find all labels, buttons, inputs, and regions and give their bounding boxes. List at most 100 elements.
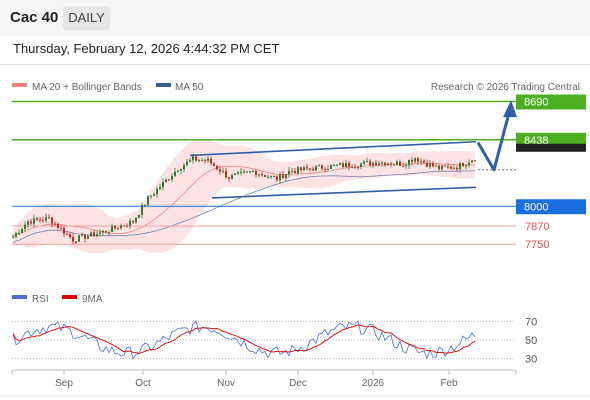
candle-body bbox=[75, 241, 77, 243]
level-label-7750: 7750 bbox=[525, 239, 549, 251]
candle-body bbox=[57, 223, 59, 228]
candle-body bbox=[408, 159, 410, 166]
candle-body bbox=[321, 165, 323, 169]
candle-body bbox=[51, 217, 53, 224]
candle-body bbox=[429, 163, 431, 167]
candle-body bbox=[297, 167, 299, 174]
candle-body bbox=[183, 165, 185, 170]
timestamp: Thursday, February 12, 2026 4:44:32 PM C… bbox=[13, 41, 280, 56]
candle-body bbox=[54, 223, 56, 225]
candle-body bbox=[273, 175, 275, 177]
candle-body bbox=[345, 163, 347, 167]
candle-body bbox=[270, 175, 272, 177]
candle-body bbox=[87, 236, 89, 239]
last-price-marker bbox=[516, 143, 586, 152]
candle-body bbox=[375, 162, 377, 166]
candle-body bbox=[243, 171, 245, 173]
candle-body bbox=[207, 158, 209, 161]
credit-text: Research © 2026 Trading Central bbox=[431, 82, 580, 93]
candle-body bbox=[390, 163, 392, 165]
candle-body bbox=[114, 225, 116, 229]
candle-body bbox=[252, 171, 254, 173]
candle-body bbox=[129, 220, 131, 226]
level-label-8690: 8690 bbox=[524, 97, 548, 109]
bollinger-legend-swatch bbox=[12, 83, 27, 87]
candle-body bbox=[282, 174, 284, 179]
candle-body bbox=[213, 163, 215, 166]
candle-body bbox=[447, 166, 449, 168]
candle-body bbox=[120, 225, 122, 229]
candle-body bbox=[378, 163, 380, 166]
rsi-line bbox=[12, 320, 476, 360]
candle-body bbox=[24, 224, 26, 230]
candle-body bbox=[405, 165, 407, 167]
candle-body bbox=[420, 160, 422, 162]
candle-body bbox=[411, 159, 413, 162]
candle-body bbox=[336, 164, 338, 166]
trend-channel bbox=[189, 140, 516, 199]
candle-body bbox=[288, 170, 290, 175]
candle-body bbox=[309, 168, 311, 170]
candle-body bbox=[180, 169, 182, 171]
candle-body bbox=[267, 176, 269, 178]
candle-body bbox=[78, 235, 80, 242]
candle-body bbox=[45, 217, 47, 221]
level-label-8000: 8000 bbox=[524, 201, 548, 213]
candle-body bbox=[141, 205, 143, 215]
candle-body bbox=[303, 167, 305, 171]
bollinger-legend-label: MA 20 + Bollinger Bands bbox=[32, 82, 142, 93]
candle-body bbox=[327, 168, 329, 170]
candle-body bbox=[402, 165, 404, 167]
ma50-legend-swatch bbox=[156, 83, 171, 87]
instrument-title: Cac 40 bbox=[10, 9, 59, 26]
candle-body bbox=[18, 232, 20, 234]
candle-body bbox=[450, 166, 452, 169]
candle-body bbox=[465, 164, 467, 167]
candle-body bbox=[246, 171, 248, 173]
candle-body bbox=[264, 175, 266, 177]
candle-body bbox=[399, 161, 401, 166]
candle-body bbox=[459, 162, 461, 170]
candle-body bbox=[84, 234, 86, 239]
rsi-tick-label: 30 bbox=[525, 354, 537, 366]
candle-body bbox=[435, 165, 437, 167]
x-tick-label: Sep bbox=[55, 378, 73, 389]
candle-body bbox=[159, 187, 161, 189]
x-tick-label: Oct bbox=[135, 378, 151, 389]
candle-body bbox=[198, 160, 200, 162]
forecast-arrows bbox=[476, 100, 517, 172]
candle-body bbox=[42, 220, 44, 222]
candle-body bbox=[162, 181, 164, 188]
level-label-7870: 7870 bbox=[525, 221, 549, 233]
candle-body bbox=[438, 165, 440, 170]
candle-body bbox=[219, 169, 221, 172]
candle-body bbox=[48, 217, 50, 219]
candle-body bbox=[396, 161, 398, 165]
candle-body bbox=[135, 217, 137, 223]
candle-body bbox=[231, 175, 233, 179]
candle-body bbox=[165, 179, 167, 182]
candle-body bbox=[222, 171, 224, 173]
candle-body bbox=[27, 221, 29, 225]
candle-body bbox=[30, 221, 32, 224]
rsi-legend-label: RSI bbox=[32, 294, 49, 305]
candle-body bbox=[414, 158, 416, 162]
candle-body bbox=[384, 162, 386, 166]
candle-body bbox=[177, 170, 179, 172]
candle-body bbox=[147, 196, 149, 205]
candle-body bbox=[99, 232, 101, 235]
timeframe-badge[interactable]: DAILY bbox=[63, 6, 110, 30]
rsi-legend-swatch bbox=[12, 295, 27, 299]
candle-body bbox=[324, 168, 326, 170]
candle-body bbox=[90, 232, 92, 237]
candle-body bbox=[393, 164, 395, 166]
x-axis: Sep Oct Nov Dec 2026 Feb bbox=[11, 370, 517, 389]
level-badge-8000 bbox=[516, 199, 586, 215]
candle-body bbox=[150, 195, 152, 197]
candle-body bbox=[453, 167, 455, 169]
candle-body bbox=[93, 232, 95, 237]
candle-body bbox=[60, 227, 62, 229]
candle-body bbox=[105, 231, 107, 233]
level-badge-8690 bbox=[516, 94, 586, 110]
candle-body bbox=[195, 156, 197, 161]
